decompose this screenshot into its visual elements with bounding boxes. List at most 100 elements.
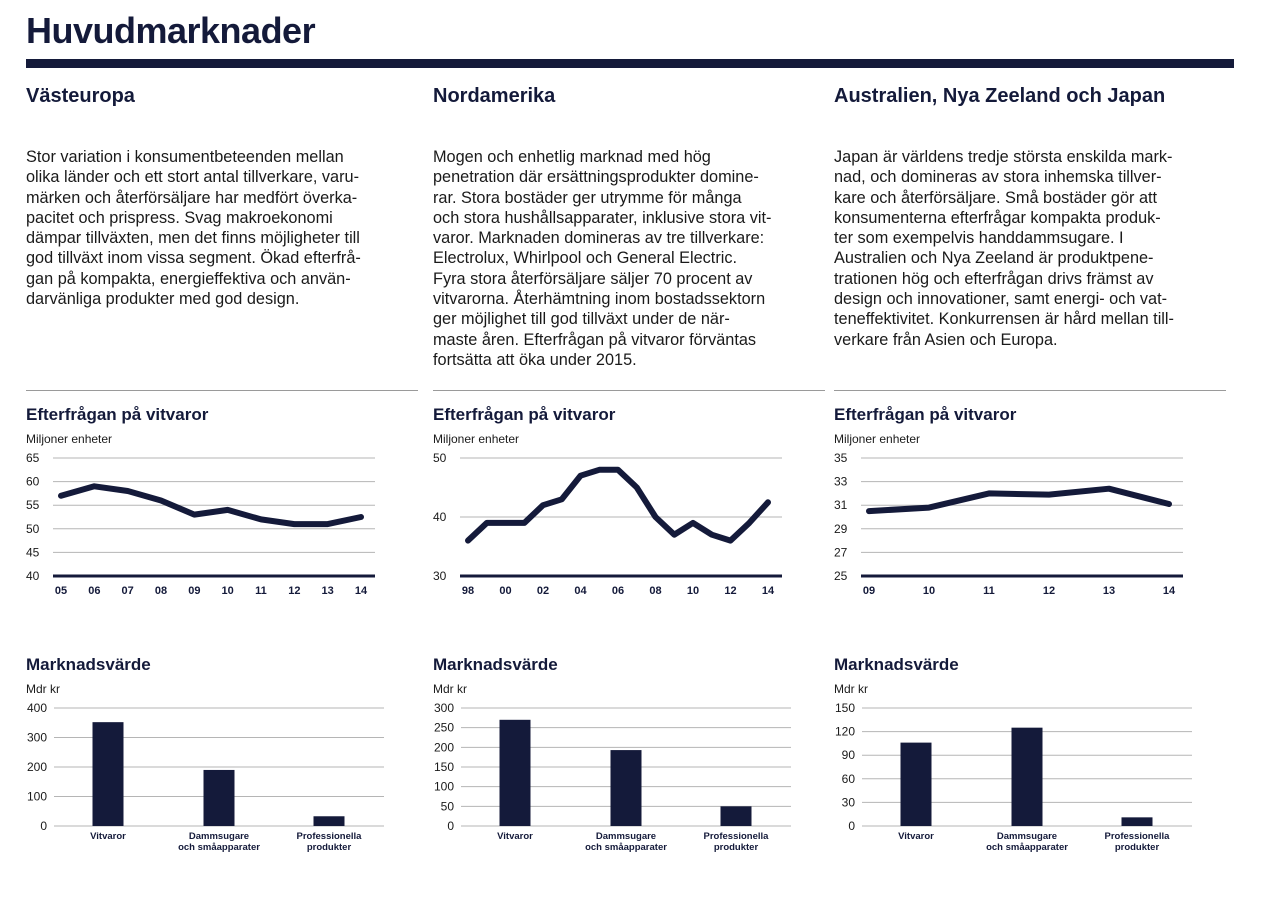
x-tick-label: 98: [462, 585, 474, 597]
description-line: och stora hushållsapparater, inklusive s…: [433, 208, 772, 227]
x-tick-label: 13: [1103, 585, 1115, 597]
bar-chart-unit: Mdr kr: [433, 682, 467, 696]
y-tick-label: 100: [434, 780, 454, 794]
market-description: Mogen och enhetlig marknad med hög penetr…: [433, 147, 819, 370]
bar-chart-unit: Mdr kr: [26, 682, 60, 696]
x-tick-label: 07: [122, 585, 134, 597]
y-tick-label: 31: [834, 498, 848, 512]
category-label: och småapparater: [585, 842, 667, 853]
category-label: Dammsugare: [189, 831, 249, 842]
description-line: Australien och Nya Zeeland är produktpen…: [834, 249, 1154, 268]
category-label: produkter: [714, 842, 759, 853]
category-label: produkter: [1115, 842, 1160, 853]
description-line: penetration där ersättningsprodukter dom…: [433, 168, 759, 187]
x-tick-label: 10: [923, 585, 935, 597]
category-label: Professionella: [1105, 831, 1171, 842]
x-tick-label: 12: [288, 585, 300, 597]
market-name: Australien, Nya Zeeland och Japan: [834, 85, 1166, 107]
market-description: Stor variation i konsumentbeteenden mell…: [26, 147, 412, 309]
description-line: märken och återförsäljare har medfört öv…: [26, 188, 358, 207]
bar-chart-unit: Mdr kr: [834, 682, 868, 696]
line-chart-title: Efterfrågan på vitvaror: [834, 405, 1017, 424]
y-tick-label: 50: [26, 522, 40, 536]
section-divider: [26, 390, 418, 391]
y-tick-label: 50: [433, 451, 447, 465]
description-line: fortsätta att öka under 2015.: [433, 350, 637, 369]
category-label: Dammsugare: [596, 831, 656, 842]
bar-chart: 300 250 200 150 100 50 0 Vitvaror Dammsugareoch …: [434, 701, 791, 853]
line-chart-unit: Miljoner enheter: [433, 432, 520, 446]
description-line: dämpar tillväxten, men det finns möjligh…: [26, 229, 360, 248]
x-tick-label: 04: [574, 585, 587, 597]
category-label: Professionella: [297, 831, 363, 842]
category-label: Vitvaror: [90, 831, 126, 842]
category-label: och småapparater: [178, 842, 260, 853]
y-tick-label: 45: [26, 545, 40, 559]
x-tick-label: 12: [1043, 585, 1055, 597]
line-chart-unit: Miljoner enheter: [26, 432, 113, 446]
market-column-2: Nordamerika Mogen och enhetlig marknad me…: [433, 68, 833, 906]
description-line: pacitet och prispress. Svag makroekonomi: [26, 208, 333, 227]
description-line: design och innovationer, samt energi- oc…: [834, 290, 1168, 309]
category-label: och småapparater: [986, 842, 1068, 853]
description-line: nad, och domineras av stora inhemska til…: [834, 168, 1162, 187]
line-chart: 35 33 31 29 27 25 09 10 11 12 13 14: [834, 451, 1183, 597]
y-tick-label: 90: [842, 748, 856, 762]
y-tick-label: 50: [441, 799, 455, 813]
x-tick-label: 02: [537, 585, 549, 597]
y-tick-label: 0: [848, 819, 855, 833]
y-tick-label: 300: [434, 701, 454, 715]
x-tick-label: 14: [355, 585, 368, 597]
description-line: verkare från Asien och Europa.: [834, 330, 1058, 349]
y-tick-label: 60: [842, 772, 856, 786]
y-tick-label: 150: [835, 701, 855, 715]
y-tick-label: 30: [433, 569, 447, 583]
market-column-1: Västeuropa Stor variation i konsumentbete…: [26, 68, 426, 906]
bar-chart-title: Marknadsvärde: [26, 655, 151, 674]
y-tick-label: 30: [842, 795, 856, 809]
market-name: Nordamerika: [433, 85, 556, 107]
description-line: olika länder och ett stort antal tillver…: [26, 168, 360, 187]
section-divider: [834, 390, 1226, 391]
bar: [1121, 817, 1153, 826]
line-chart-title: Efterfrågan på vitvaror: [433, 405, 616, 424]
bar: [610, 750, 642, 826]
demand-series-line: [866, 485, 1172, 515]
y-tick-label: 33: [834, 475, 848, 489]
description-line: rar. Stora bostäder ger utrymme för mång…: [433, 188, 742, 207]
section-divider: [433, 390, 825, 391]
description-line: Mogen och enhetlig marknad med hög: [433, 148, 711, 166]
y-tick-label: 60: [26, 475, 40, 489]
description-line: vitvarorna. Återhämtning inom bostadssek…: [433, 290, 766, 309]
bar: [1011, 727, 1043, 826]
category-label: Vitvaror: [497, 831, 533, 842]
demand-series-line: [465, 466, 771, 544]
description-line: maste åren. Efterfrågan på vitvaror förv…: [433, 330, 757, 349]
y-tick-label: 200: [434, 740, 454, 754]
bar-chart-title: Marknadsvärde: [433, 655, 558, 674]
bar: [499, 719, 531, 826]
x-tick-label: 14: [1163, 585, 1176, 597]
description-line: Electrolux, Whirlpool och General Electr…: [433, 249, 738, 268]
description-line: ger möjlighet till god tillväxt under de…: [433, 310, 730, 329]
x-tick-label: 13: [322, 585, 334, 597]
description-line: varor. Marknaden domineras av tre tillve…: [433, 229, 765, 248]
title-rule: [26, 59, 1234, 68]
x-tick-label: 09: [863, 585, 875, 597]
description-line: ter som exempelvis handdammsugare. I: [834, 229, 1124, 248]
y-tick-label: 0: [40, 819, 47, 833]
x-tick-label: 10: [687, 585, 699, 597]
description-line: Fyra stora återförsäljare säljer 70 proc…: [433, 269, 753, 288]
x-tick-label: 11: [983, 585, 995, 597]
x-tick-label: 05: [55, 585, 67, 597]
description-line: teneffektivitet. Konkurrensen är hård me…: [834, 310, 1174, 329]
page-title: Huvudmarknader: [26, 10, 316, 51]
y-tick-label: 300: [27, 731, 47, 745]
bar: [720, 806, 752, 826]
x-tick-label: 11: [255, 585, 267, 597]
y-tick-label: 250: [434, 721, 454, 735]
y-tick-label: 400: [27, 701, 47, 715]
y-tick-label: 65: [26, 451, 40, 465]
bar: [313, 816, 345, 826]
